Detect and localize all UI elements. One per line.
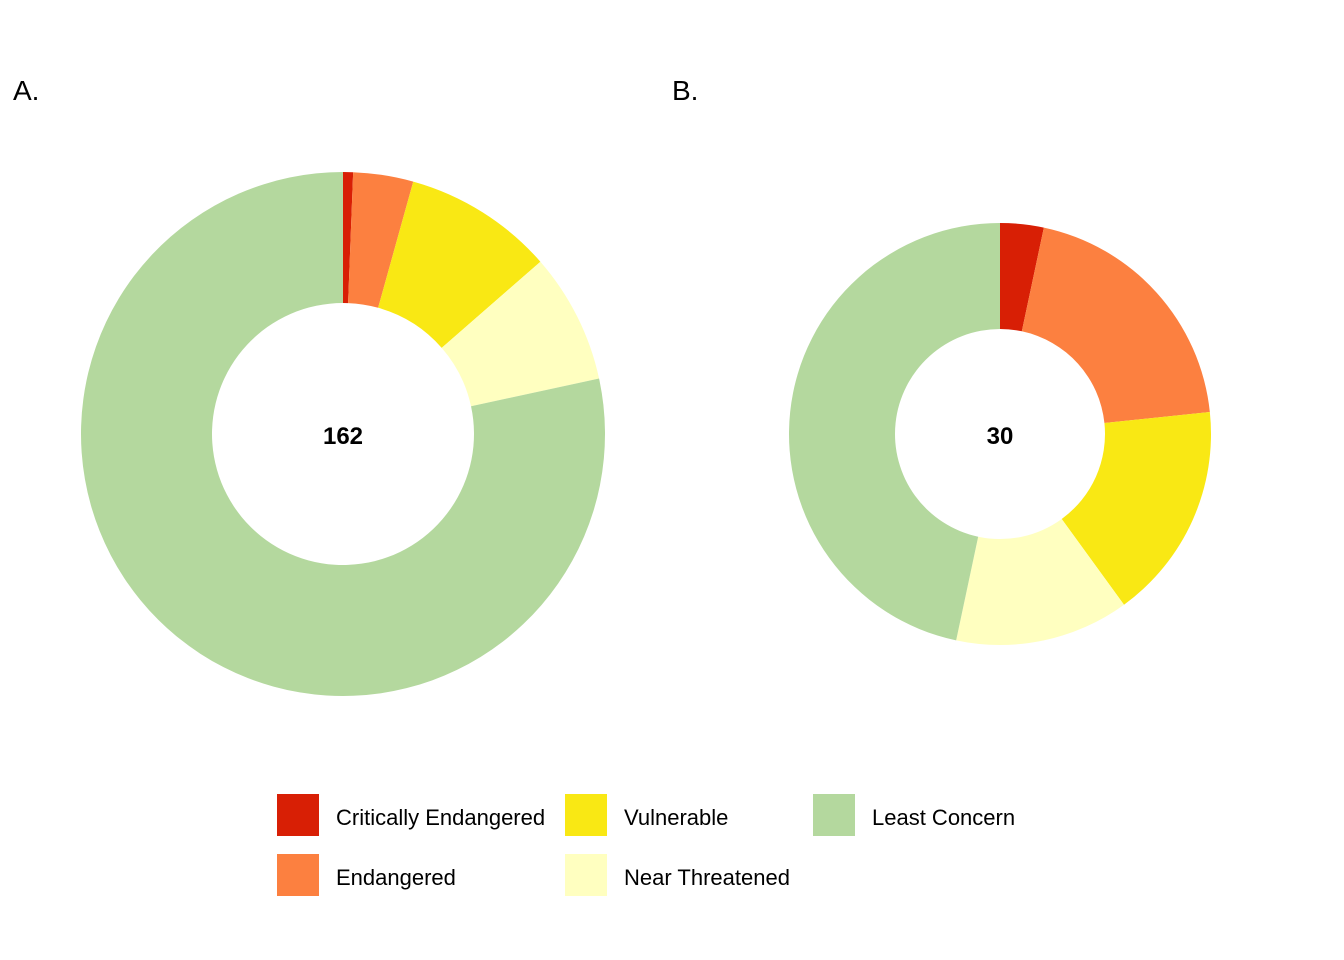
panel-a-label: A.: [13, 75, 39, 106]
legend-swatch-least-concern: [813, 794, 855, 836]
legend-label-endangered: Endangered: [336, 865, 456, 890]
legend-label-near-threatened: Near Threatened: [624, 865, 790, 890]
slice-b-endangered: [1021, 227, 1210, 424]
slice-b-least-concern: [788, 223, 1000, 641]
legend-label-vulnerable: Vulnerable: [624, 805, 728, 830]
slice-b-vulnerable: [1061, 411, 1211, 605]
panel-a-total: 162: [323, 423, 363, 450]
slice-b-critically-endangered: [1000, 223, 1044, 332]
legend: Critically Endangered Endangered Vulnera…: [277, 794, 1015, 896]
panel-b: B. 30: [672, 75, 1211, 645]
slice-a-endangered: [348, 172, 414, 308]
slice-a-near-threatened: [441, 261, 600, 407]
legend-label-critically-endangered: Critically Endangered: [336, 805, 545, 830]
panel-b-label: B.: [672, 75, 698, 106]
legend-swatch-critically-endangered: [277, 794, 319, 836]
legend-swatch-near-threatened: [565, 854, 607, 896]
panel-a: A. 162: [13, 75, 605, 696]
slice-b-near-threatened: [956, 518, 1125, 645]
legend-swatch-endangered: [277, 854, 319, 896]
panel-a-slices: [81, 172, 605, 696]
legend-swatch-vulnerable: [565, 794, 607, 836]
panel-b-slices: [788, 223, 1211, 645]
slice-a-critically-endangered: [343, 172, 354, 304]
slice-a-least-concern: [81, 172, 605, 696]
legend-label-least-concern: Least Concern: [872, 805, 1015, 830]
slice-a-vulnerable: [378, 181, 541, 348]
panel-b-total: 30: [987, 423, 1014, 450]
